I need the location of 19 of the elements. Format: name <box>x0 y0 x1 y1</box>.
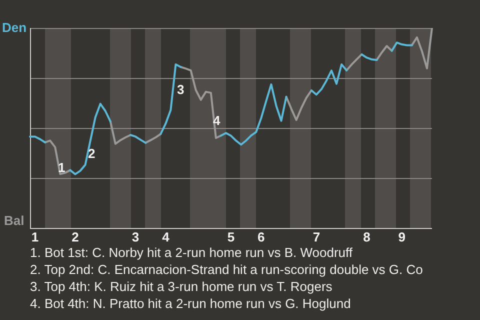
x-tick-label: 7 <box>312 229 320 244</box>
annotation: 1 <box>58 160 66 175</box>
text: 3. Top 4th: K. Ruiz hit a 3-run home run vs T. Rogers <box>30 278 334 295</box>
text: 1. Bot 1st: C. Norby hit a 2-run home run vs B. Woodruff <box>30 244 354 261</box>
text: 4. Bot 4th: N. Pratto hit a 2-run home run vs G. Hoglund <box>30 295 352 312</box>
text: 2. Top 2nd: C. Encarnacion-Strand hit a run-scoring double vs G. Co <box>30 261 423 278</box>
text: Bal <box>4 213 24 228</box>
x-tick-label: 5 <box>227 229 235 244</box>
annotation: 2 <box>88 146 96 161</box>
x-tick-label: 8 <box>363 229 370 244</box>
x-tick-label: 1 <box>31 229 39 244</box>
text: Den <box>2 20 27 35</box>
x-tick-label: 4 <box>162 229 170 244</box>
x-tick-label: 6 <box>258 229 265 244</box>
x-tick-label: 9 <box>398 229 406 244</box>
x-tick-label: 2 <box>72 229 79 244</box>
annotation: 4 <box>213 113 220 128</box>
x-tick-label: 3 <box>132 229 140 244</box>
annotation: 3 <box>177 82 184 97</box>
